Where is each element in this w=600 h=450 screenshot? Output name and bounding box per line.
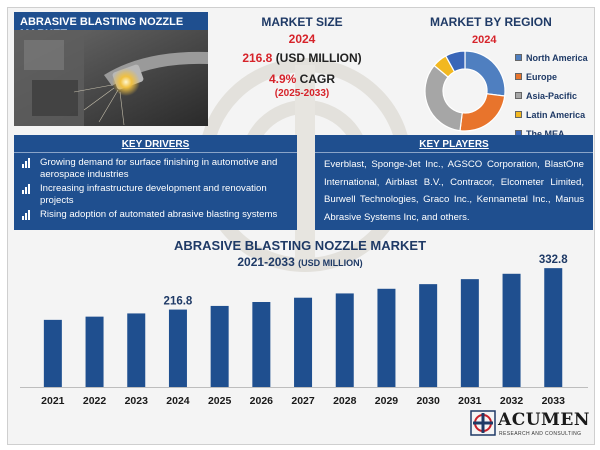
donut-slice-2 [424, 64, 463, 132]
legend-item: Latin America [515, 107, 588, 122]
donut-slice-4 [444, 50, 466, 73]
region-legend: North America Europe Asia-Pacific Latin Ame… [515, 50, 588, 145]
region-year: 2024 [472, 34, 497, 46]
legend-swatch [515, 92, 522, 99]
bar-2031 [460, 279, 479, 387]
driver-item: Growing demand for surface finishing in … [22, 157, 291, 181]
legend-label: North America [526, 52, 588, 63]
legend-label: Asia-Pacific [526, 90, 578, 101]
chart-unit: (USD MILLION) [298, 258, 363, 268]
chart-years: 2021-2033 [237, 255, 295, 269]
bar-2030 [419, 284, 438, 387]
x-tick-label: 2027 [291, 395, 315, 407]
market-size-unit: (USD MILLION) [275, 51, 362, 65]
bar-2026 [252, 302, 271, 387]
x-tick-label: 2023 [125, 395, 149, 407]
x-tick-label: 2030 [416, 395, 440, 407]
x-tick-label: 2026 [250, 395, 274, 407]
region-panel: MARKET BY REGION 2024 North America Europ… [400, 12, 590, 139]
region-donut-chart [424, 50, 506, 132]
divider [14, 152, 297, 153]
x-tick-label: 2024 [166, 395, 190, 407]
bar-2029 [377, 288, 396, 387]
bar-2021 [43, 319, 62, 387]
key-drivers-heading: KEY DRIVERS [121, 139, 190, 150]
legend-label: Europe [526, 71, 558, 82]
legend-label: The MEA [526, 128, 565, 139]
logo-name: ACUMEN [498, 410, 590, 430]
key-players-box: KEY PLAYERS Everblast, Sponge-Jet Inc., … [315, 135, 593, 230]
x-tick-label: 2025 [208, 395, 232, 407]
logo-tagline: RESEARCH AND CONSULTING [499, 431, 582, 437]
x-tick-label: 2032 [500, 395, 524, 407]
cagr-line: 4.9% CAGR [217, 72, 387, 86]
legend-item: Europe [515, 69, 588, 84]
x-tick-label: 2021 [41, 395, 65, 407]
legend-swatch [515, 54, 522, 61]
bar-2032 [502, 273, 521, 387]
bar-2028 [335, 293, 354, 387]
market-size-year: 2024 [288, 32, 316, 46]
market-bar-chart: 2021 2022 2023 2024 216.8 2025 2026 2027 2028 202… [20, 254, 588, 407]
key-drivers-box: KEY DRIVERS Growing demand for surface f… [14, 135, 297, 230]
bar-chart-icon [22, 183, 34, 207]
driver-text: Rising adoption of automated abrasive bl… [40, 209, 278, 220]
data-label-2033: 332.8 [539, 254, 568, 266]
x-tick-label: 2033 [542, 395, 566, 407]
x-tick-label: 2028 [333, 395, 357, 407]
logo-emblem-icon [470, 410, 496, 436]
cagr-value: 4.9% [268, 72, 297, 86]
legend-swatch [515, 73, 522, 80]
drivers-list: Growing demand for surface finishing in … [22, 157, 291, 226]
market-size-value-line: 216.8 (USD MILLION) [217, 51, 387, 65]
legend-swatch [515, 111, 522, 118]
nozzle-photo [14, 30, 208, 126]
bar-chart-icon [22, 157, 34, 181]
data-label-2024: 216.8 [164, 296, 193, 308]
divider [315, 152, 593, 153]
bar-2023 [127, 313, 146, 387]
legend-item: North America [515, 50, 588, 65]
driver-text: Increasing infrastructure development an… [40, 183, 267, 206]
market-size-heading: MARKET SIZE [261, 15, 343, 29]
cagr-period: (2025-2033) [274, 88, 330, 99]
market-size-value: 216.8 [242, 51, 273, 65]
x-tick-label: 2031 [458, 395, 482, 407]
bar-2025 [210, 305, 229, 387]
driver-text: Growing demand for surface finishing in … [40, 157, 278, 180]
driver-item: Increasing infrastructure development an… [22, 183, 291, 207]
chart-subtitle: 2021-2033 (USD MILLION) [0, 255, 600, 269]
bar-chart-icon [22, 209, 34, 224]
market-size-panel: MARKET SIZE 2024 216.8 (USD MILLION) 4.9… [217, 12, 387, 130]
donut-slice-0 [464, 50, 506, 97]
legend-item: Asia-Pacific [515, 88, 588, 103]
bar-2033 [544, 268, 563, 387]
key-players-heading: KEY PLAYERS [419, 139, 489, 150]
bar-2022 [85, 316, 104, 387]
donut-slice-1 [459, 93, 506, 132]
bar-2027 [294, 297, 313, 387]
key-players-text: Everblast, Sponge-Jet Inc., AGSCO Corpor… [324, 159, 584, 223]
legend-label: Latin America [526, 109, 586, 120]
chart-title: ABRASIVE BLASTING NOZZLE MARKET [173, 238, 427, 253]
acumen-logo: ACUMEN RESEARCH AND CONSULTING [468, 408, 596, 444]
x-tick-label: 2029 [375, 395, 399, 407]
region-heading: MARKET BY REGION [430, 15, 552, 29]
x-tick-label: 2022 [83, 395, 107, 407]
driver-item: Rising adoption of automated abrasive bl… [22, 209, 291, 224]
cagr-label: CAGR [299, 72, 336, 86]
bar-2024 [168, 309, 187, 387]
